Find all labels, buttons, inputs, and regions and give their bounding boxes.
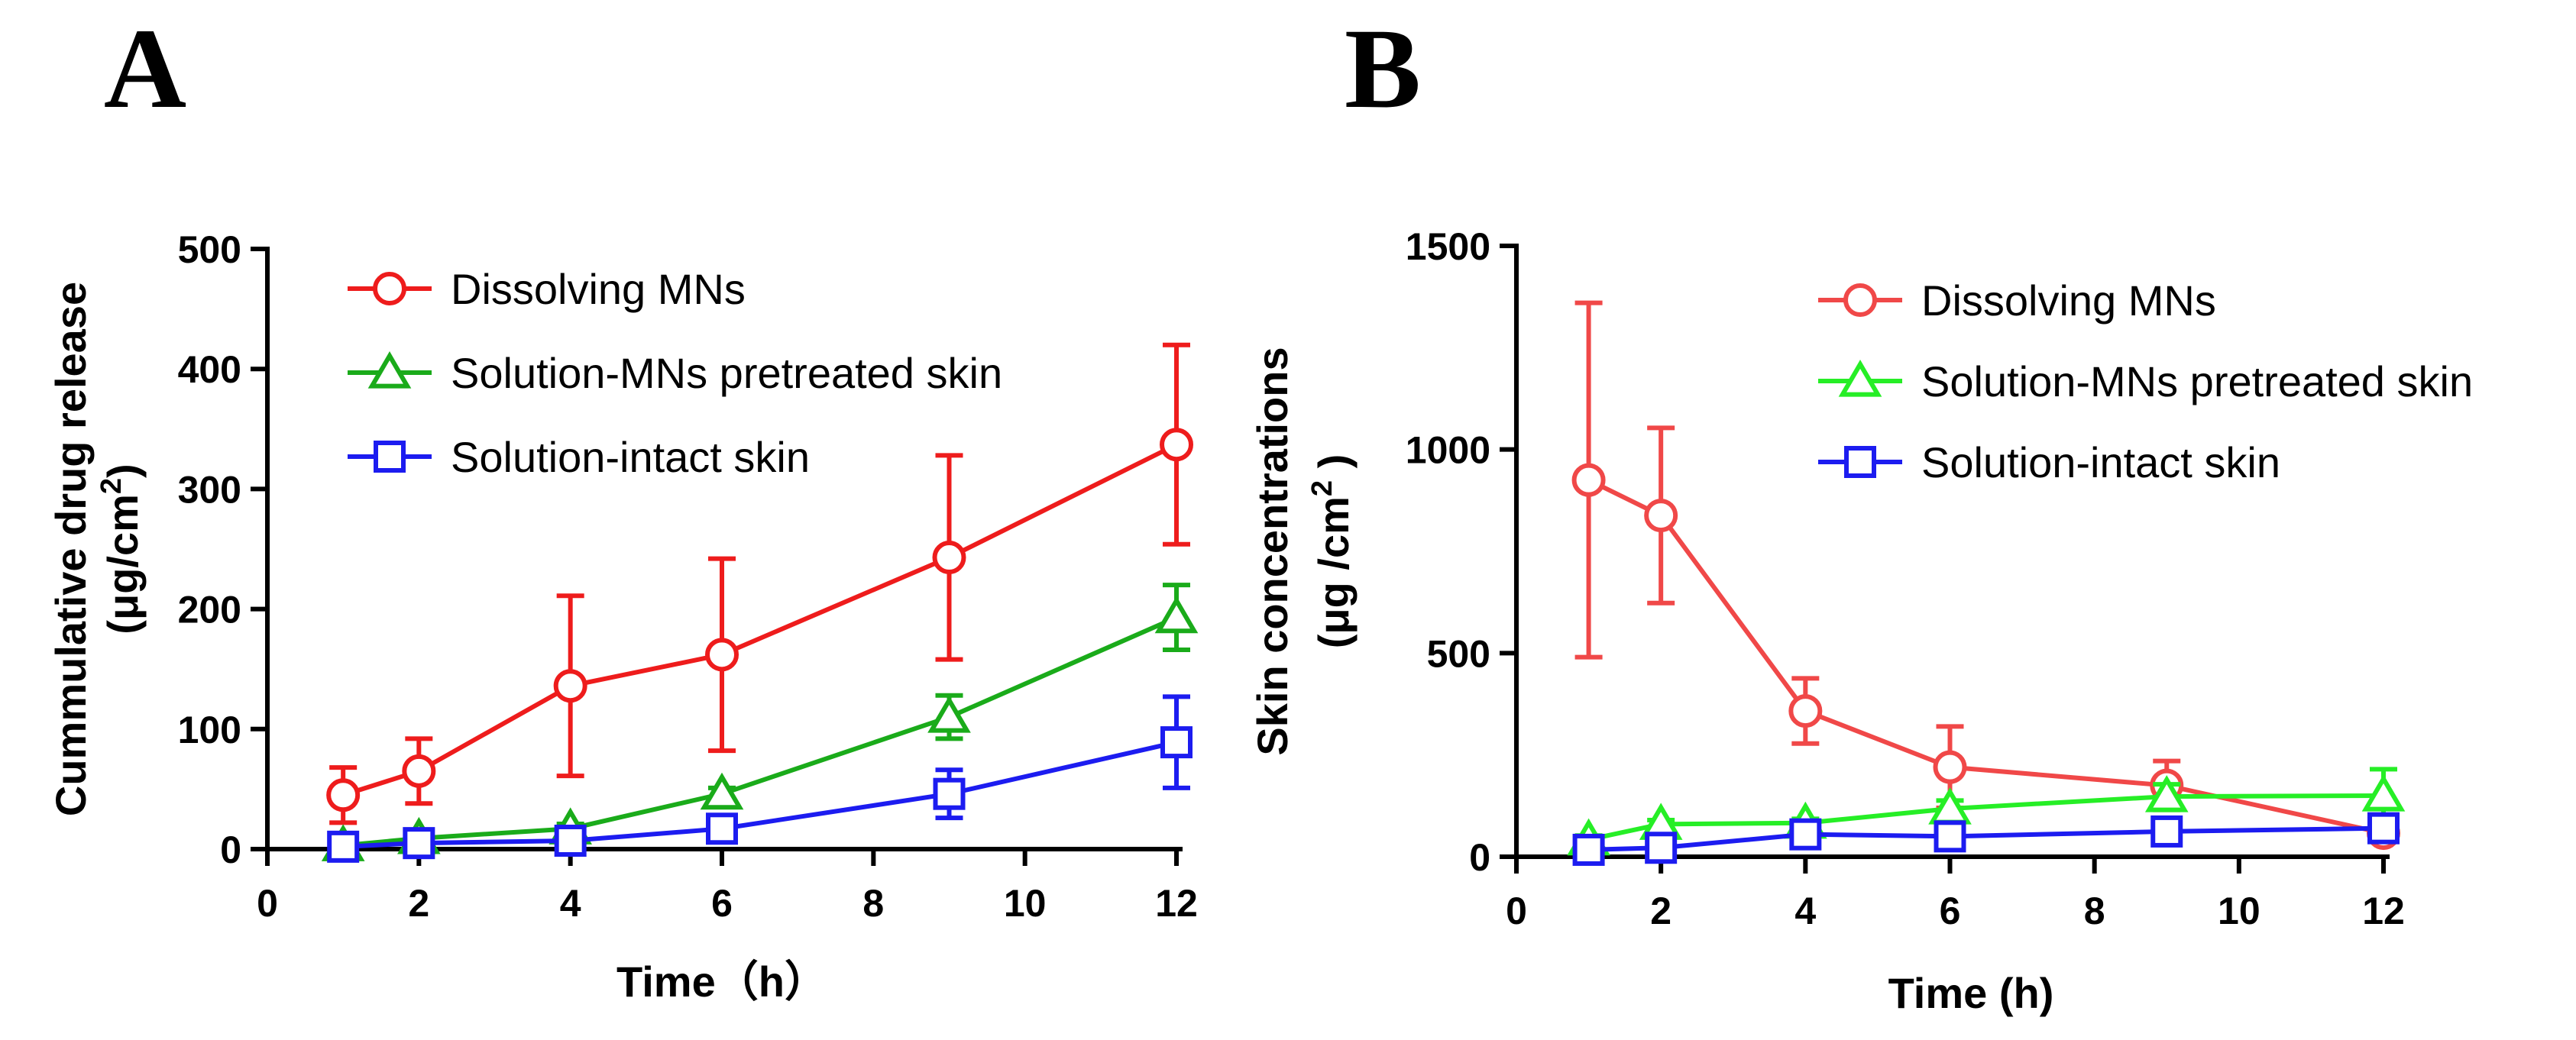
data-point xyxy=(326,778,361,812)
legend-label: Dissolving MNs xyxy=(451,265,746,313)
x-tick-label: 2 xyxy=(408,882,429,925)
series-line xyxy=(343,740,1177,849)
x-tick-label: 6 xyxy=(711,882,733,925)
panel-letter: A xyxy=(104,5,186,132)
legend-marker xyxy=(1838,360,1882,397)
x-tick-label: 0 xyxy=(257,882,278,925)
series-2 xyxy=(327,694,1193,863)
x-tick-label: 10 xyxy=(2218,890,2260,932)
y-axis-unit-tail: ) xyxy=(99,463,147,478)
legend-label: Solution-intact skin xyxy=(451,433,810,481)
y-axis-unit-main: (μg /cm xyxy=(1309,496,1358,648)
panel-a: A 0 2 4 6 8 10 12 0 100 200 300 400 500 Time（h） Cummula… xyxy=(47,5,1199,1006)
legend-label: Dissolving MNs xyxy=(1921,276,2216,325)
x-tick-label: 8 xyxy=(2084,890,2105,932)
x-tick-label: 10 xyxy=(1004,882,1047,925)
data-point xyxy=(403,827,435,860)
y-tick-label: 400 xyxy=(178,348,241,391)
series-0 xyxy=(326,342,1193,825)
series-2 xyxy=(1572,812,2400,866)
x-axis-title: Time（h） xyxy=(616,958,827,1006)
data-point xyxy=(700,772,744,810)
series-line xyxy=(1588,825,2384,852)
data-point xyxy=(1154,596,1199,634)
data-point xyxy=(1789,818,1822,851)
legend-marker xyxy=(367,351,412,389)
y-tick-label: 500 xyxy=(178,228,241,271)
x-tick-label: 12 xyxy=(1155,882,1198,925)
y-tick-label: 100 xyxy=(178,709,241,751)
legend-marker xyxy=(373,272,406,305)
legend-label: Solution-MNs pretreated skin xyxy=(451,349,1002,397)
y-axis-title: Skin concentrations xyxy=(1248,347,1296,755)
legend-marker xyxy=(1843,283,1877,317)
data-point xyxy=(932,541,966,575)
y-axis-unit-tail: ) xyxy=(1309,454,1358,480)
legend-marker xyxy=(1844,446,1876,478)
series-line xyxy=(342,442,1178,798)
series-line xyxy=(1587,793,2384,842)
data-point xyxy=(1644,499,1678,533)
y-axis-unit: (μg/cm2) xyxy=(95,463,147,634)
data-point xyxy=(1788,694,1823,728)
legend-label: Solution-intact skin xyxy=(1921,438,2280,486)
y-tick-label: 1500 xyxy=(1406,225,1490,268)
data-point xyxy=(2144,775,2189,812)
data-point xyxy=(933,777,966,810)
legend-label: Solution-MNs pretreated skin xyxy=(1921,357,2473,405)
data-point xyxy=(2361,774,2406,812)
data-point xyxy=(1160,428,1193,462)
data-point xyxy=(553,669,587,703)
data-point xyxy=(1934,820,1966,853)
x-tick-label: 8 xyxy=(862,882,884,925)
y-tick-label: 500 xyxy=(1427,632,1490,675)
data-point xyxy=(1572,833,1605,866)
data-point xyxy=(1160,726,1193,759)
y-tick-label: 200 xyxy=(178,589,241,631)
x-tick-label: 2 xyxy=(1650,890,1671,932)
data-point xyxy=(927,696,971,733)
y-tick-label: 1000 xyxy=(1406,429,1490,472)
data-point xyxy=(554,824,587,857)
data-point xyxy=(705,638,739,672)
data-point xyxy=(327,830,360,863)
y-tick-label: 0 xyxy=(220,828,241,871)
data-point xyxy=(2367,812,2400,845)
data-point xyxy=(706,812,738,845)
y-axis-unit-sup: 2 xyxy=(95,478,128,494)
series-1 xyxy=(321,583,1199,861)
panel-letter: B xyxy=(1345,5,1421,132)
x-tick-label: 4 xyxy=(1794,890,1816,932)
x-tick-label: 0 xyxy=(1506,890,1527,932)
data-point xyxy=(2150,815,2183,848)
y-tick-label: 300 xyxy=(178,468,241,511)
series-line xyxy=(1587,477,2384,835)
legend: Dissolving MNs Solution-MNs pretreated sk… xyxy=(1818,276,2473,486)
x-tick-label: 6 xyxy=(1940,890,1961,932)
x-tick-label: 12 xyxy=(2362,890,2405,932)
y-axis-unit: (μg /cm2 ) xyxy=(1306,454,1358,649)
x-tick-label: 4 xyxy=(560,882,581,925)
data-point xyxy=(402,754,436,788)
legend-marker xyxy=(374,441,406,473)
data-point xyxy=(1933,750,1967,784)
panel-b: B 0 2 4 6 8 10 12 0 500 1000 1500 Time (h) Skin conce… xyxy=(1248,5,2473,1017)
data-point xyxy=(1645,832,1678,864)
data-point xyxy=(1571,463,1606,497)
series-line xyxy=(342,615,1178,848)
y-tick-label: 0 xyxy=(1469,836,1490,879)
x-axis-title: Time (h) xyxy=(1888,969,2054,1017)
y-axis-title: Cummulative drug release xyxy=(47,282,95,816)
y-axis-unit-main: (μg/cm xyxy=(99,494,147,635)
y-axis-unit-sup: 2 xyxy=(1306,480,1338,496)
legend: Dissolving MNs Solution-MNs pretreated sk… xyxy=(348,265,1002,481)
